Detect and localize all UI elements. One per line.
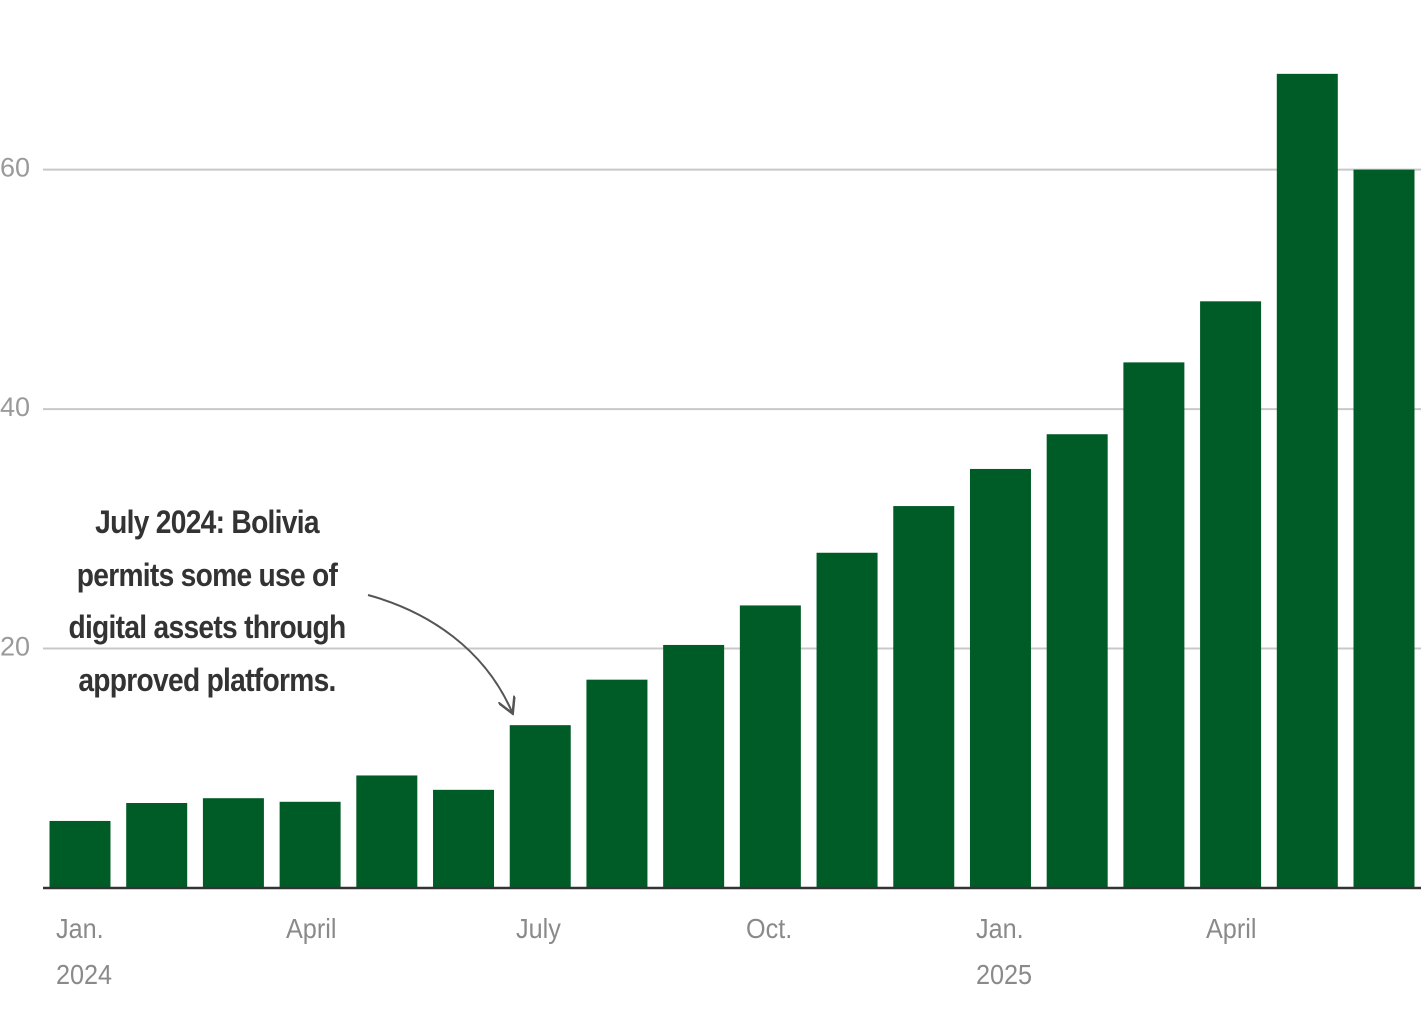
bar bbox=[356, 775, 418, 888]
bar bbox=[1276, 73, 1338, 889]
bar bbox=[1046, 434, 1108, 888]
bar bbox=[202, 798, 264, 888]
x-tick-label: Jan. 2025 bbox=[975, 913, 1033, 990]
bar bbox=[663, 644, 725, 888]
x-tick-label: Oct. bbox=[745, 913, 793, 944]
bar bbox=[433, 789, 495, 888]
bar bbox=[1123, 362, 1185, 888]
x-tick-label: July bbox=[515, 913, 561, 944]
bar bbox=[586, 679, 648, 888]
bar bbox=[1200, 301, 1262, 888]
bar bbox=[126, 802, 188, 888]
bar bbox=[1353, 169, 1415, 888]
y-tick-label: 40 bbox=[0, 392, 30, 422]
bar bbox=[816, 552, 878, 888]
x-tick-label: April bbox=[285, 913, 337, 944]
bar bbox=[49, 820, 111, 888]
x-tick-label: April bbox=[1206, 913, 1257, 944]
x-tick-label: Jan. 2024 bbox=[55, 913, 112, 990]
bar bbox=[279, 801, 341, 888]
bar bbox=[739, 605, 801, 888]
bar bbox=[969, 468, 1031, 888]
bar bbox=[509, 725, 571, 888]
bar bbox=[893, 506, 955, 888]
annotation-arrow bbox=[367, 594, 512, 712]
y-tick-label: 20 bbox=[0, 632, 30, 662]
y-tick-label: 60 bbox=[0, 153, 30, 183]
annotation: July 2024: Bolivia permits some use of d… bbox=[68, 504, 346, 698]
